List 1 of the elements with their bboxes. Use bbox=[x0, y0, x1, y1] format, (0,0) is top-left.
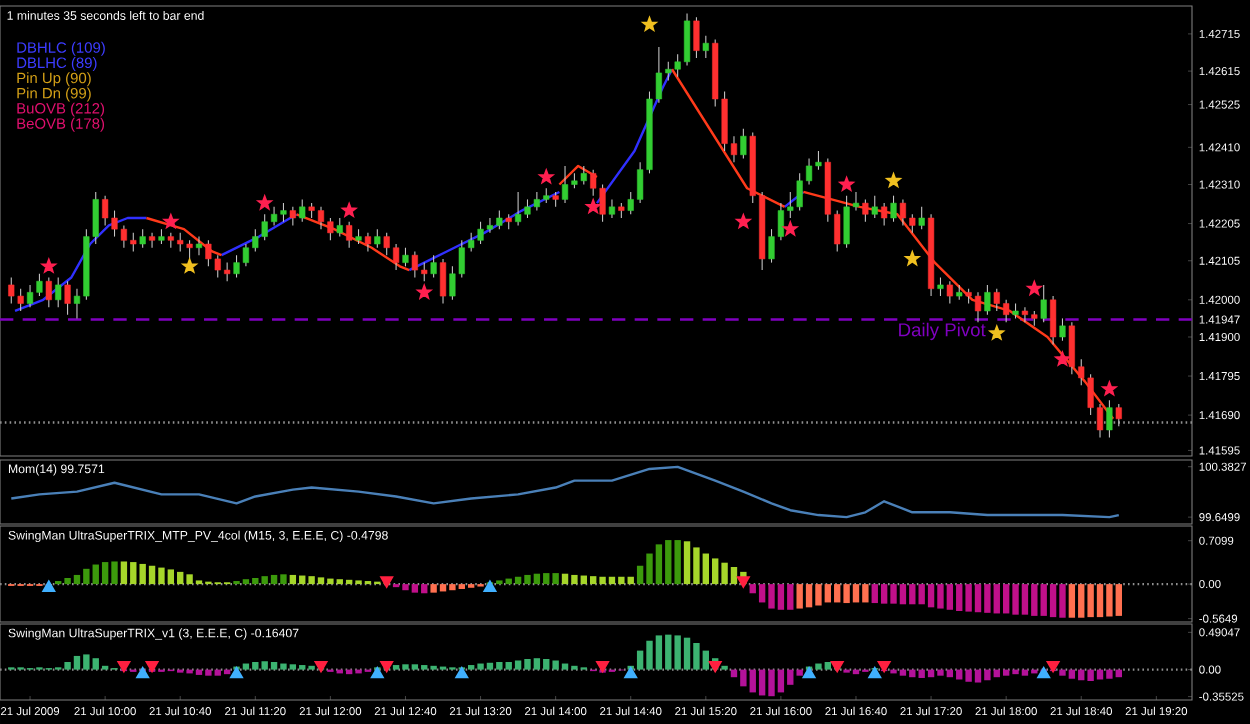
ref-line-label: Daily Pivot bbox=[899, 322, 986, 341]
